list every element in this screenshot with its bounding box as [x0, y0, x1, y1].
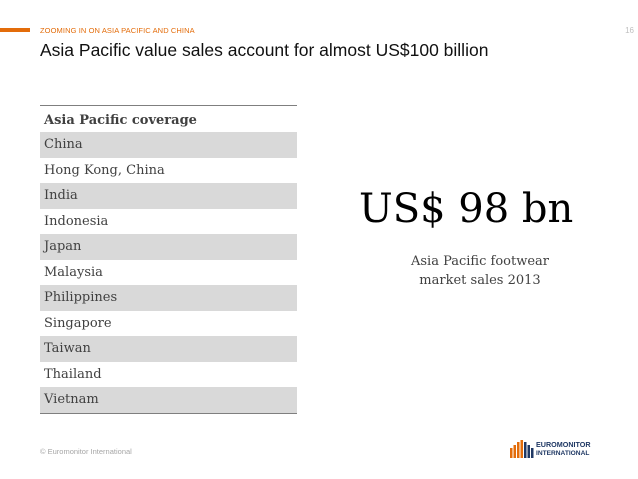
table-cell: Indonesia — [44, 213, 109, 229]
table-row: Thailand — [40, 362, 297, 388]
table-cell: India — [40, 183, 297, 209]
table-cell: Thailand — [44, 366, 102, 382]
market-size-figure: US$ 98 bn — [359, 186, 574, 232]
table-header-row: Asia Pacific coverage — [40, 105, 297, 132]
table-cell: Hong Kong, China — [44, 162, 165, 178]
table-row: India — [40, 183, 297, 209]
table-cell: Taiwan — [40, 336, 297, 362]
logo-text: INTERNATIONAL — [536, 450, 589, 457]
table-cell: Singapore — [44, 315, 112, 331]
table-row: Philippines — [40, 285, 297, 311]
table-row: Japan — [40, 234, 297, 260]
logo-mark-icon — [510, 440, 534, 458]
table-row: Malaysia — [40, 260, 297, 286]
table-cell: Japan — [40, 234, 297, 260]
table-row: China — [40, 132, 297, 158]
table-cell: China — [40, 132, 297, 158]
table-row: Vietnam — [40, 387, 297, 414]
table-row: Hong Kong, China — [40, 158, 297, 184]
table-cell: Philippines — [40, 285, 297, 311]
page-number: 16 — [625, 26, 634, 35]
accent-bar — [0, 28, 30, 32]
copyright-notice: © Euromonitor International — [40, 447, 132, 456]
caption-line: Asia Pacific footwear — [410, 254, 549, 269]
table-row: Taiwan — [40, 336, 297, 362]
caption-line: market sales 2013 — [419, 273, 541, 288]
table-cell: Malaysia — [44, 264, 103, 280]
euromonitor-logo: EUROMONITOR INTERNATIONAL — [510, 440, 591, 458]
logo-text: EUROMONITOR — [536, 440, 591, 449]
table-header: Asia Pacific coverage — [40, 105, 297, 132]
table-cell: Vietnam — [40, 387, 297, 414]
coverage-table: Asia Pacific coverage China Hong Kong, C… — [40, 105, 297, 414]
table-row: Singapore — [40, 311, 297, 337]
section-label: ZOOMING IN ON ASIA PACIFIC AND CHINA — [40, 26, 195, 35]
figure-caption: Asia Pacific footwear market sales 2013 — [380, 252, 580, 290]
table-row: Indonesia — [40, 209, 297, 235]
slide-title: Asia Pacific value sales account for alm… — [40, 40, 489, 60]
